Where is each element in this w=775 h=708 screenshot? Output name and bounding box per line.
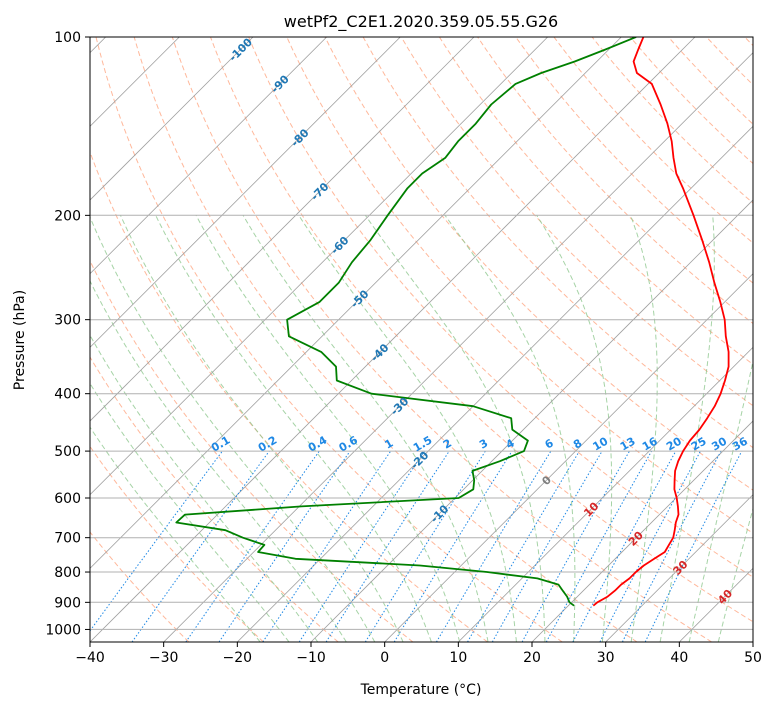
isotherm-line [163,52,753,642]
y-tick-label: 400 [54,387,81,403]
y-tick-label: 600 [54,491,81,507]
dry-adiabat [286,37,753,534]
mixing-ratio-line [621,450,722,642]
moist-adiabat [630,215,658,642]
isotherm-line [90,37,475,422]
isotherm-line [90,37,254,201]
dry-adiabat [90,531,190,642]
mixing-ratio-line [325,450,450,642]
mixing-ratio-line [90,450,223,632]
y-tick-label: 100 [54,30,81,46]
plot-frame [89,36,754,643]
dry-adiabat [477,37,753,325]
x-tick-label: 40 [670,650,688,666]
axis-ticks: −40 −30 −20 −10 0 10 20 30 40 50 100 200 300 400 500 60… [45,30,762,666]
dry-adiabat [90,150,488,642]
x-axis-label: Temperature (°C) [360,682,482,698]
moist-adiabat [120,215,404,642]
isotherm-line [237,125,753,642]
mixing-ratio-line [131,450,270,642]
isotherm-line [752,641,753,642]
y-tick-label: 1000 [45,622,81,638]
mixing-ratio-line [599,450,701,642]
chart-title: wetPf2_C2E1.2020.359.05.55.G26 [284,12,558,32]
isotherm-line [458,346,753,642]
dry-adiabat [171,37,712,642]
mixing-ratio-line [545,450,653,642]
moist-adiabat [90,334,319,642]
mixing-ratio-line [521,450,630,642]
mixing-ratio-line [218,450,351,642]
isotherm-line [90,37,622,569]
x-tick-label: −40 [75,650,105,666]
dry-adiabat [248,37,753,578]
mixing-ratio-line [572,450,677,642]
dewpoint-profile-line [175,37,637,607]
dry-adiabat [400,37,753,407]
moist-adiabat [90,279,347,642]
temperature-profile-line [592,37,730,607]
moist-adiabat [364,215,546,642]
y-tick-label: 300 [54,313,81,329]
moist-adiabat [195,215,461,642]
y-tick-label: 500 [54,444,81,460]
moist-adiabat [298,215,517,642]
x-tick-label: 30 [597,650,615,666]
dry-adiabat [210,37,753,623]
mixing-ratio-line [364,450,486,642]
y-tick-label: 200 [54,208,81,224]
dry-adiabat [133,37,638,642]
dry-adiabat [95,37,563,642]
isotherm-line [90,37,327,275]
moist-adiabat [90,426,261,642]
dry-adiabat [438,37,753,365]
dry-adiabat [591,37,753,204]
moist-adiabat [688,358,753,642]
x-tick-label: 20 [523,650,541,666]
isotherm-line [90,37,696,642]
dry-adiabat [90,356,339,642]
dry-adiabat [324,37,753,491]
dry-adiabat [553,37,753,244]
x-tick-label: 50 [744,650,762,666]
mixing-ratio-line [491,450,603,642]
isotherm-line [310,199,753,642]
x-tick-label: −10 [296,650,326,666]
moist-adiabat [242,215,489,642]
plot-background [90,37,753,642]
moist-adiabat [536,215,613,642]
y-axis-label: Pressure (hPa) [12,290,28,390]
x-tick-label: 10 [449,650,467,666]
y-tick-label: 800 [54,565,81,581]
isotherm-line [531,420,753,642]
y-tick-label: 900 [54,595,81,611]
series-lines [175,37,730,607]
x-tick-label: −30 [149,650,179,666]
isotherm-line [384,273,753,642]
isotherm-line [90,37,401,348]
mixing-ratio-line [393,450,513,642]
x-tick-label: 0 [380,650,389,666]
mixing-ratio-line [185,450,320,642]
x-tick-label: −20 [223,650,253,666]
isotherm-line [90,37,548,496]
y-tick-label: 700 [54,531,81,547]
mixing-ratio-line [644,450,743,642]
background-lines [90,37,753,642]
dry-adiabat [90,259,414,642]
mixing-ratio-line [298,450,425,642]
isotherm-line [605,494,753,642]
